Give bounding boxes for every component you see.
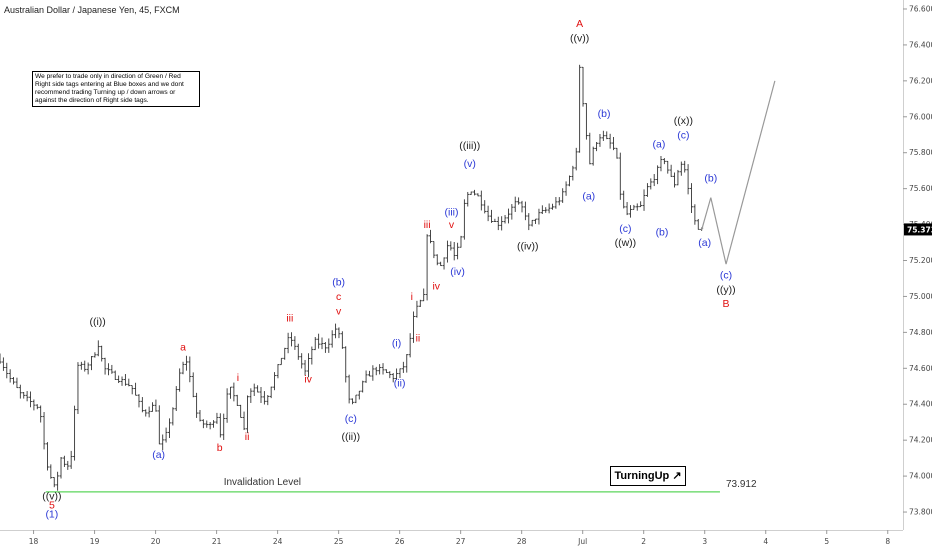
wave-label: (a) [152, 449, 165, 461]
y-tick-label: 74.600 [909, 364, 932, 373]
disclaimer-box: We prefer to trade only in direction of … [32, 71, 200, 107]
wave-label: (a) [582, 190, 595, 202]
wave-label: ((y)) [716, 284, 735, 296]
y-tick-label: 74.400 [909, 400, 932, 409]
y-tick-label: 73.800 [909, 508, 932, 517]
up-arrow-icon: ↗ [672, 470, 682, 482]
x-tick-label: 2 [641, 537, 646, 546]
wave-label: (b) [656, 226, 669, 238]
current-price-label: 75.373 [907, 225, 932, 234]
wave-label: (i) [392, 338, 401, 350]
wave-label: (ii) [394, 377, 406, 389]
x-tick-label: 21 [212, 537, 222, 546]
y-tick-label: 76.200 [909, 76, 932, 85]
wave-label: i [237, 372, 239, 384]
wave-label: 5 [49, 499, 55, 511]
wave-labels: ((v))5(1)((i))(a)abiiiiiiiv(b)cv(c)((ii)… [42, 18, 735, 520]
wave-label: ((i)) [89, 316, 105, 328]
wave-label: ((w)) [615, 237, 637, 249]
wave-label: A [576, 18, 583, 30]
y-tick-label: 76.000 [909, 112, 932, 121]
y-tick-label: 76.600 [909, 4, 932, 13]
time-axis[interactable]: 18 19 20 21 24 25 26 27 28 Jul 2 3 4 5 8 [0, 530, 903, 546]
wave-label: iv [432, 280, 440, 292]
wave-label: ii [416, 332, 421, 344]
y-tick-label: 75.800 [909, 148, 932, 157]
invalidation-label: Invalidation Level [224, 477, 301, 488]
x-tick-label: 4 [763, 537, 768, 546]
invalidation-line: Invalidation Level 73.912 [45, 477, 757, 493]
turning-up-label: TurningUp [614, 470, 670, 482]
wave-label: (a) [698, 237, 711, 249]
x-tick-label: 18 [29, 537, 39, 546]
y-tick-label: 75.600 [909, 184, 932, 193]
wave-label: (iii) [445, 207, 459, 219]
y-tick-label: 75.000 [909, 292, 932, 301]
invalidation-value: 73.912 [726, 479, 757, 490]
wave-label: (1) [45, 508, 58, 520]
price-axis-panel [903, 0, 932, 550]
projection-path [701, 80, 776, 265]
wave-label: (b) [332, 277, 345, 289]
y-tick-label: 74.000 [909, 472, 932, 481]
price-axis[interactable]: 73.800 74.000 74.200 74.400 74.600 74.800 75.0… [903, 0, 932, 550]
x-tick-label: 25 [334, 537, 344, 546]
x-tick-label: 26 [395, 537, 405, 546]
wave-label: ii [245, 431, 250, 443]
chart-title: Australian Dollar / Japanese Yen, 45, FX… [4, 5, 180, 15]
wave-label: b [217, 442, 223, 454]
wave-label: i [411, 291, 413, 303]
wave-label: ((v)) [570, 32, 589, 44]
wave-label: ((ii)) [341, 431, 360, 443]
wave-label: (iv) [450, 266, 465, 278]
x-tick-label: 27 [456, 537, 466, 546]
wave-label: (v) [464, 158, 476, 170]
wave-label: ((x)) [674, 115, 693, 127]
x-tick-label: 3 [702, 537, 707, 546]
wave-label: (c) [619, 223, 631, 235]
wave-label: (c) [720, 269, 732, 281]
x-tick-label: Jul [577, 537, 587, 546]
projection-line [701, 80, 776, 265]
wave-label: iv [304, 374, 312, 386]
y-tick-label: 75.200 [909, 256, 932, 265]
wave-label: (b) [598, 108, 611, 120]
x-tick-label: 20 [151, 537, 161, 546]
wave-label: v [449, 219, 455, 231]
current-price-tag [904, 223, 932, 236]
wave-label: (c) [345, 413, 357, 425]
x-tick-label: 8 [885, 537, 890, 546]
x-tick-label: 24 [273, 537, 283, 546]
x-tick-label: 5 [824, 537, 829, 546]
wave-label: (c) [677, 129, 689, 141]
y-tick-label: 74.200 [909, 436, 932, 445]
y-tick-label: 74.800 [909, 328, 932, 337]
wave-label: ((iv)) [517, 241, 539, 253]
wave-label: v [336, 305, 342, 317]
wave-label: c [336, 291, 341, 303]
ohlc-bars [0, 64, 704, 491]
y-tick-label: 76.400 [909, 40, 932, 49]
turning-up-badge: TurningUp ↗ [610, 466, 686, 486]
wave-label: ((iii)) [459, 140, 480, 152]
wave-label: iii [286, 313, 293, 325]
wave-label: ((v)) [42, 490, 61, 502]
wave-label: (b) [704, 172, 717, 184]
wave-label: B [723, 298, 730, 310]
wave-label: (a) [653, 138, 666, 150]
wave-label: iii [424, 219, 431, 231]
wave-label: a [180, 341, 186, 353]
x-tick-label: 28 [517, 537, 527, 546]
x-tick-label: 19 [90, 537, 100, 546]
